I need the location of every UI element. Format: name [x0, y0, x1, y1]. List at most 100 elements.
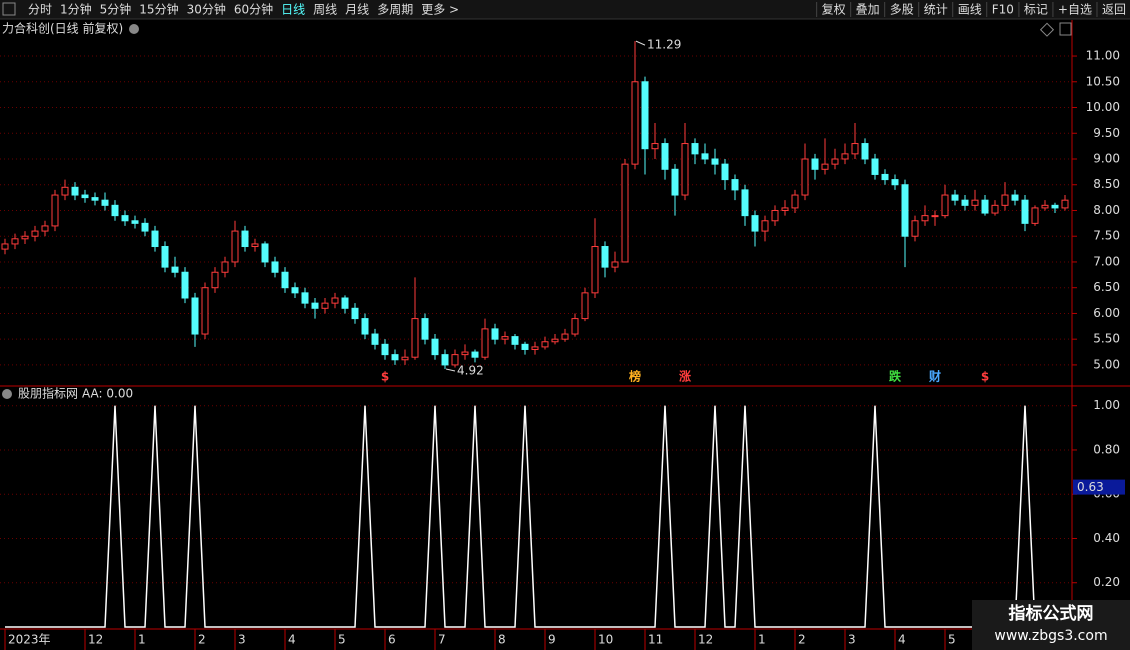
toolbar-item[interactable]: 返回	[1102, 3, 1126, 17]
y-tick-label: 9.50	[1093, 126, 1120, 140]
x-tick-label: 1	[138, 633, 146, 647]
toolbar-item[interactable]: 叠加	[856, 3, 880, 17]
x-tick-label: 12	[88, 633, 103, 647]
diamond-icon[interactable]	[1039, 22, 1055, 37]
toolbar-item[interactable]: 日线	[281, 3, 305, 17]
cursor-value-label: 0.63	[1077, 480, 1104, 494]
candle-body	[951, 194, 959, 201]
y-tick-label: 7.50	[1093, 229, 1120, 243]
watermark-box	[972, 600, 1130, 650]
candle-body	[851, 143, 859, 155]
candle-body	[581, 292, 589, 320]
toolbar-item[interactable]: 1分钟	[60, 2, 92, 17]
candle-body	[681, 143, 689, 196]
candle-body	[861, 143, 869, 160]
candle-body	[611, 261, 619, 268]
candle-body	[621, 163, 629, 263]
toolbar-item[interactable]: 标记	[1024, 3, 1048, 17]
candle-body	[671, 168, 679, 196]
toolbar-item[interactable]: 周线	[313, 3, 337, 17]
indicator-legend: AA: 0.00	[82, 387, 133, 401]
low-pointer	[445, 368, 456, 372]
watermark-title: 指标公式网	[1009, 603, 1094, 624]
candle-body	[21, 235, 29, 240]
toolbar-item[interactable]: 更多 >	[421, 3, 459, 17]
event-marker[interactable]: 涨	[679, 369, 691, 384]
event-marker[interactable]: 榜	[629, 369, 641, 384]
candle-body	[791, 194, 799, 209]
x-tick-label: 2	[198, 633, 206, 647]
x-tick-label: 1	[758, 633, 766, 647]
candle-body	[651, 143, 659, 150]
candle-body	[521, 343, 529, 350]
candle-body	[921, 215, 929, 222]
toolbar-item[interactable]: 画线	[958, 3, 982, 17]
x-tick-label: 5	[338, 633, 346, 647]
y-tick-label: 7.00	[1093, 254, 1120, 268]
candle-body	[1, 243, 9, 250]
toolbar-item[interactable]: +自选	[1058, 3, 1092, 17]
candle-body	[141, 222, 149, 232]
candle-body	[981, 199, 989, 214]
y-tick-label: 6.00	[1093, 306, 1120, 320]
candle-body	[221, 261, 229, 273]
toolbar-icon[interactable]	[2, 2, 16, 16]
candle-body	[411, 318, 419, 358]
event-marker[interactable]: $	[381, 370, 389, 384]
x-tick-label: 6	[388, 633, 396, 647]
candle-body	[631, 81, 639, 165]
toolbar-item[interactable]: 多周期	[377, 3, 413, 17]
y-tick-label: 8.00	[1093, 203, 1120, 217]
candle-body	[41, 225, 49, 232]
high-pointer	[635, 40, 646, 46]
panel-icon[interactable]	[1059, 22, 1072, 36]
toolbar-item[interactable]: 分时	[28, 3, 52, 17]
candle-body	[251, 243, 259, 248]
candle-body	[161, 246, 169, 268]
candle-body	[761, 220, 769, 232]
toolbar-item[interactable]: 多股	[890, 3, 914, 17]
toolbar-item[interactable]: 5分钟	[100, 2, 132, 17]
toolbar-item[interactable]: F10	[992, 3, 1014, 17]
candle-body	[211, 271, 219, 289]
x-tick-label: 2	[798, 633, 806, 647]
candle-body	[1051, 204, 1059, 209]
toolbar-item[interactable]: 月线	[345, 3, 369, 17]
x-tick-label: 2023年	[8, 633, 51, 647]
candle-body	[261, 243, 269, 263]
toolbar-item[interactable]: 30分钟	[187, 2, 226, 17]
candle-body	[321, 302, 329, 309]
title-menu-icon[interactable]	[129, 24, 139, 34]
event-marker[interactable]: $	[981, 370, 989, 384]
candle-body	[81, 194, 89, 199]
candle-body	[731, 179, 739, 191]
candle-body	[291, 287, 299, 294]
candle-body	[461, 351, 469, 356]
event-marker[interactable]: 跌	[889, 369, 902, 384]
candle-body	[231, 230, 239, 263]
candle-body	[601, 246, 609, 268]
x-tick-label: 11	[648, 633, 663, 647]
candle-body	[91, 197, 99, 201]
y-tick-label: 5.50	[1093, 332, 1120, 346]
candle-body	[561, 333, 569, 340]
toolbar-item[interactable]: 15分钟	[139, 2, 178, 17]
toolbar-item[interactable]: 复权	[822, 3, 846, 17]
candle-body	[901, 184, 909, 237]
event-marker[interactable]: 财	[928, 369, 941, 384]
candle-body	[931, 215, 939, 218]
candle-body	[961, 199, 969, 206]
candle-body	[431, 338, 439, 356]
candle-body	[911, 220, 919, 237]
y-tick-label: 8.50	[1093, 177, 1120, 191]
indicator-menu-icon[interactable]	[2, 389, 12, 399]
candle-body	[181, 271, 189, 299]
candle-body	[1041, 204, 1049, 209]
candle-body	[771, 209, 779, 222]
y-tick-label: 1.00	[1093, 398, 1120, 412]
candle-body	[841, 153, 849, 160]
toolbar-item[interactable]: 统计	[924, 3, 948, 17]
toolbar-item[interactable]: 60分钟	[234, 2, 273, 17]
x-tick-label: 4	[898, 633, 906, 647]
